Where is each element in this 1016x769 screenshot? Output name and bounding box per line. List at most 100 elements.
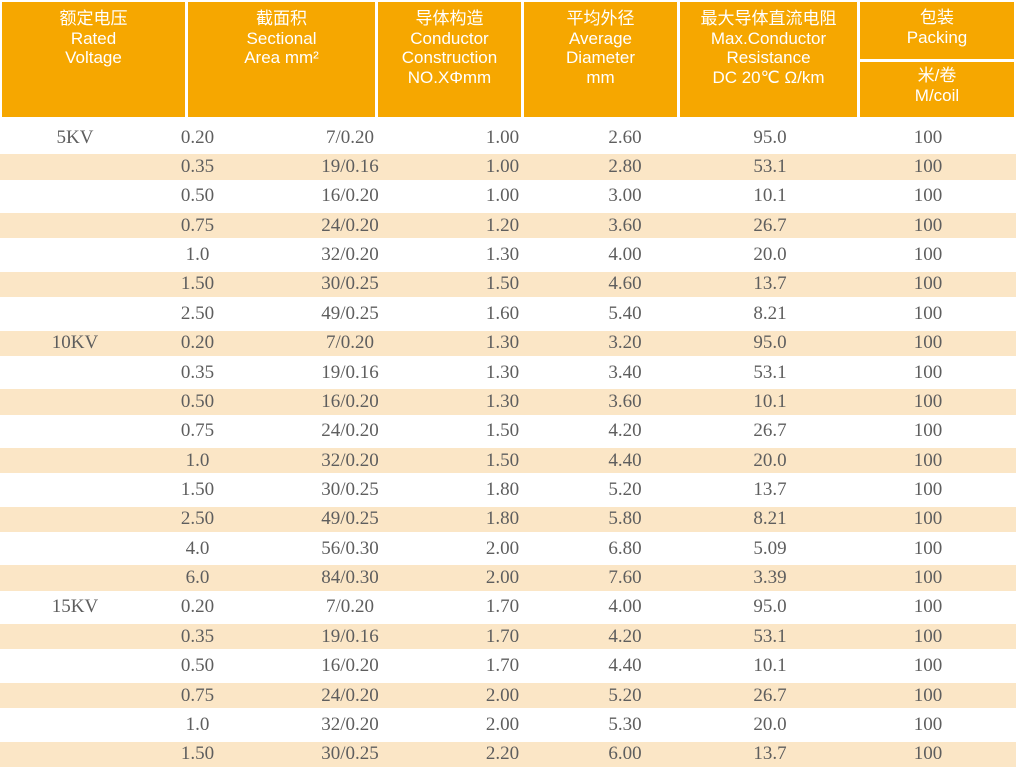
cell-packing: 100 (913, 625, 943, 647)
cell-sectional-area: 0.35 (180, 361, 215, 383)
cell-average-diameter: 4.40 (608, 449, 642, 471)
cell-sectional-area: 2.50 (180, 302, 215, 324)
cell-max-resistance: 13.7 (753, 478, 787, 500)
cell-packing: 100 (913, 156, 943, 178)
cell-max-resistance: 5.09 (753, 537, 787, 559)
cell-max-resistance: 53.1 (753, 156, 787, 178)
header-cell-max-resistance: 最大导体直流电阻 Max.Conductor Resistance DC 20℃… (680, 2, 857, 117)
cell-sectional-area: 0.50 (180, 655, 215, 677)
cell-average-diameter: 5.30 (608, 713, 642, 735)
table-header-row: 额定电压 Rated Voltage 截面积 Sectional Area mm… (0, 0, 1016, 117)
cell-insulation-thickness: 2.00 (485, 567, 520, 589)
cell-insulation-thickness: 1.60 (485, 302, 520, 324)
cell-max-resistance: 95.0 (753, 126, 787, 148)
cell-average-diameter: 5.20 (608, 684, 642, 706)
cell-conductor-construction: 7/0.20 (325, 126, 375, 148)
cell-conductor-construction: 7/0.20 (325, 596, 375, 618)
cell-sectional-area: 0.35 (180, 156, 215, 178)
cell-max-resistance: 53.1 (753, 625, 787, 647)
cell-conductor-construction: 16/0.20 (321, 390, 379, 412)
cell-packing: 100 (913, 244, 943, 266)
cell-sectional-area: 6.0 (185, 567, 210, 589)
cell-sectional-area: 1.0 (185, 449, 210, 471)
cell-average-diameter: 4.40 (608, 655, 642, 677)
cell-sectional-area: 1.0 (185, 244, 210, 266)
cell-max-resistance: 26.7 (753, 214, 787, 236)
cell-average-diameter: 3.60 (608, 390, 642, 412)
cell-sectional-area: 0.75 (180, 420, 215, 442)
cell-conductor-construction: 32/0.20 (321, 713, 379, 735)
cell-conductor-construction: 30/0.25 (321, 478, 379, 500)
table-row: 1.50 30/0.25 1.80 5.20 13.7 100 (0, 475, 1016, 505)
table-row: 0.50 16/0.20 1.70 4.40 10.1 100 (0, 651, 1016, 681)
cell-average-diameter: 3.00 (608, 185, 642, 207)
cell-average-diameter: 7.60 (608, 567, 642, 589)
table-row: 1.50 30/0.25 1.50 4.60 13.7 100 (0, 269, 1016, 300)
cell-conductor-construction: 19/0.16 (321, 156, 379, 178)
cell-packing: 100 (913, 478, 943, 500)
cell-average-diameter: 4.20 (608, 420, 642, 442)
cell-sectional-area: 0.20 (180, 332, 215, 354)
cell-max-resistance: 10.1 (753, 185, 787, 207)
cell-max-resistance: 20.0 (753, 449, 787, 471)
cell-packing: 100 (913, 743, 943, 765)
cell-conductor-construction: 49/0.25 (321, 508, 379, 530)
table-row: 0.35 19/0.16 1.70 4.20 53.1 100 (0, 622, 1016, 652)
cell-insulation-thickness: 1.80 (485, 478, 520, 500)
cell-sectional-area: 1.50 (180, 743, 215, 765)
table-row: 1.0 32/0.20 1.30 4.00 20.0 100 (0, 240, 1016, 270)
cell-sectional-area: 0.75 (180, 214, 215, 236)
cell-average-diameter: 5.20 (608, 478, 642, 500)
cell-average-diameter: 2.60 (608, 126, 642, 148)
table-row: 0.75 24/0.20 1.50 4.20 26.7 100 (0, 416, 1016, 446)
table-body: 5KV 0.20 7/0.20 1.00 2.60 95.0 100 0.35 … (0, 123, 1016, 769)
table-row: 5KV 0.20 7/0.20 1.00 2.60 95.0 100 (0, 123, 1016, 153)
cell-max-resistance: 8.21 (753, 508, 787, 530)
header-cell-packing-group: 包装 Packing 米/卷 M/coil (860, 2, 1014, 117)
cell-rated-voltage: 15KV (51, 596, 99, 618)
cell-conductor-construction: 7/0.20 (325, 332, 375, 354)
cell-max-resistance: 95.0 (753, 332, 787, 354)
table-row: 0.50 16/0.20 1.30 3.60 10.1 100 (0, 387, 1016, 417)
cell-conductor-construction: 56/0.30 (321, 537, 379, 559)
cell-conductor-construction: 24/0.20 (321, 420, 379, 442)
cell-average-diameter: 5.40 (608, 302, 642, 324)
cell-packing: 100 (913, 126, 943, 148)
table-row: 1.0 32/0.20 2.00 5.30 20.0 100 (0, 710, 1016, 740)
cell-sectional-area: 1.50 (180, 478, 215, 500)
table-row: 15KV 0.20 7/0.20 1.70 4.00 95.0 100 (0, 592, 1016, 623)
cell-insulation-thickness: 1.30 (485, 390, 520, 412)
cell-average-diameter: 4.20 (608, 625, 642, 647)
table-row: 0.75 24/0.20 1.20 3.60 26.7 100 (0, 211, 1016, 241)
cell-insulation-thickness: 1.30 (485, 332, 520, 354)
cell-insulation-thickness: 1.00 (485, 156, 520, 178)
table-row: 10KV 0.20 7/0.20 1.30 3.20 95.0 100 (0, 328, 1016, 358)
table-row: 1.0 32/0.20 1.50 4.40 20.0 100 (0, 445, 1016, 476)
cell-conductor-construction: 49/0.25 (321, 302, 379, 324)
cell-max-resistance: 13.7 (753, 273, 787, 295)
cell-rated-voltage: 5KV (56, 126, 94, 148)
cell-sectional-area: 0.20 (180, 126, 215, 148)
cell-average-diameter: 3.40 (608, 361, 642, 383)
cell-max-resistance: 26.7 (753, 684, 787, 706)
cell-packing: 100 (913, 332, 943, 354)
cell-sectional-area: 0.75 (180, 684, 215, 706)
cell-packing: 100 (913, 302, 943, 324)
cell-conductor-construction: 32/0.20 (321, 244, 379, 266)
cell-conductor-construction: 16/0.20 (321, 655, 379, 677)
cell-conductor-construction: 30/0.25 (321, 743, 379, 765)
cell-max-resistance: 13.7 (753, 743, 787, 765)
cell-max-resistance: 8.21 (753, 302, 787, 324)
cell-average-diameter: 3.60 (608, 214, 642, 236)
cell-average-diameter: 6.80 (608, 537, 642, 559)
cell-insulation-thickness: 1.70 (485, 596, 520, 618)
cell-insulation-thickness: 2.00 (485, 713, 520, 735)
cell-average-diameter: 4.60 (608, 273, 642, 295)
cell-sectional-area: 0.35 (180, 625, 215, 647)
cell-insulation-thickness: 1.50 (485, 449, 520, 471)
header-cell-packing-unit: 米/卷 M/coil (860, 62, 1014, 117)
cell-packing: 100 (913, 684, 943, 706)
cell-packing: 100 (913, 273, 943, 295)
cell-insulation-thickness: 1.20 (485, 214, 520, 236)
